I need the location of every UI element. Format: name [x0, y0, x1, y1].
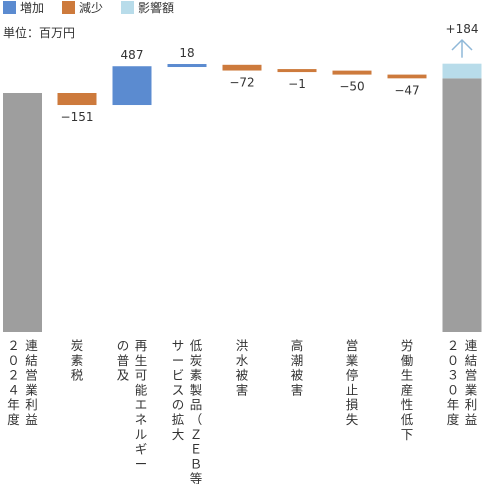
category-label-8-line-2: ２０３０年度 — [447, 338, 460, 427]
bar-step-2 — [112, 66, 152, 106]
category-label-1-line-1: 炭素税 — [71, 338, 84, 383]
data-label-step-3: 18 — [179, 46, 194, 60]
bar-end-impact — [442, 63, 482, 79]
data-label-step-1: −151 — [61, 110, 94, 124]
category-label-0-line-2: ２０２４年度 — [7, 338, 20, 427]
bar-step-3 — [167, 64, 207, 68]
bar-step-1 — [57, 93, 97, 106]
bar-step-7 — [387, 74, 427, 79]
legend-swatch-increase — [3, 1, 16, 14]
category-label-3-line-2: サービスの拡大 — [172, 338, 185, 442]
category-label-2-line-1: 再生可能エネルギー — [135, 338, 148, 471]
unit-label: 単位：百万円 — [3, 25, 75, 40]
category-label-4-line-1: 洪水被害 — [236, 338, 249, 397]
data-label-step-2: 487 — [121, 48, 144, 62]
category-label-6-line-1: 営業停止損失 — [346, 338, 359, 427]
category-label-7-line-1: 労働生産性低下 — [401, 338, 414, 442]
legend-label-decrease: 減少 — [79, 0, 103, 15]
impact-arrow-head — [451, 38, 473, 51]
legend-swatch-decrease — [62, 1, 75, 14]
data-label-step-7: −47 — [394, 83, 419, 97]
legend-label-increase: 増加 — [20, 1, 44, 15]
category-label-2-line-2: の普及 — [117, 338, 130, 383]
data-label-step-4: −72 — [229, 76, 254, 90]
category-label-5-line-1: 高潮被害 — [291, 338, 304, 397]
legend: 増加 減少 影響額 — [3, 0, 174, 15]
category-label-8-line-1: 連結営業利益 — [465, 338, 478, 427]
bars: −151 487 18 −72 −1 −50 −47 +184 — [3, 22, 482, 332]
legend-swatch-impact — [121, 1, 134, 14]
bar-step-5 — [277, 69, 317, 73]
legend-label-impact: 影響額 — [138, 0, 174, 15]
bar-step-4 — [222, 64, 262, 71]
bar-step-6 — [332, 70, 372, 75]
data-label-step-6: −50 — [339, 80, 364, 94]
bar-start-total — [3, 93, 42, 332]
category-label-0-line-1: 連結営業利益 — [25, 338, 38, 427]
bar-end-total — [442, 78, 482, 332]
category-label-3-line-1: 低炭素製品（ＺＥＢ等） — [190, 338, 203, 484]
data-label-impact: +184 — [446, 22, 479, 36]
data-label-step-5: −1 — [288, 77, 306, 91]
